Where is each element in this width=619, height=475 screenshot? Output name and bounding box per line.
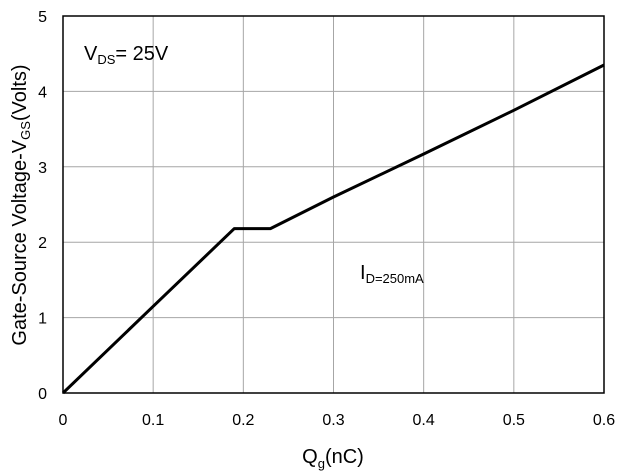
x-tick-label: 0.5 — [503, 412, 525, 429]
vds-annotation: VDS= 25V — [84, 43, 169, 67]
id-annotation: ID=250mA — [360, 262, 424, 286]
y-tick-label: 5 — [38, 9, 47, 26]
x-tick-label: 0.4 — [413, 412, 435, 429]
grid-lines — [63, 16, 604, 393]
x-tick-label: 0.3 — [322, 412, 344, 429]
y-tick-label: 2 — [38, 235, 47, 252]
y-axis-label: Gate-Source Voltage-VGS(Volts) — [9, 64, 33, 345]
y-tick-label: 0 — [38, 386, 47, 403]
x-tick-labels: 0 0.1 0.2 0.3 0.4 0.5 0.6 — [59, 412, 616, 429]
plot-frame — [62, 15, 605, 394]
x-tick-label: 0.2 — [232, 412, 254, 429]
x-tick-label: 0.1 — [142, 412, 164, 429]
x-axis-label: Qg(nC) — [302, 446, 364, 471]
y-tick-labels: 0 1 2 3 4 5 — [38, 9, 47, 403]
y-tick-label: 3 — [38, 160, 47, 177]
y-tick-label: 1 — [38, 311, 47, 328]
x-tick-label: 0.6 — [593, 412, 615, 429]
gate-voltage-curve — [61, 63, 605, 395]
y-tick-label: 4 — [38, 84, 47, 101]
x-tick-label: 0 — [59, 412, 68, 429]
